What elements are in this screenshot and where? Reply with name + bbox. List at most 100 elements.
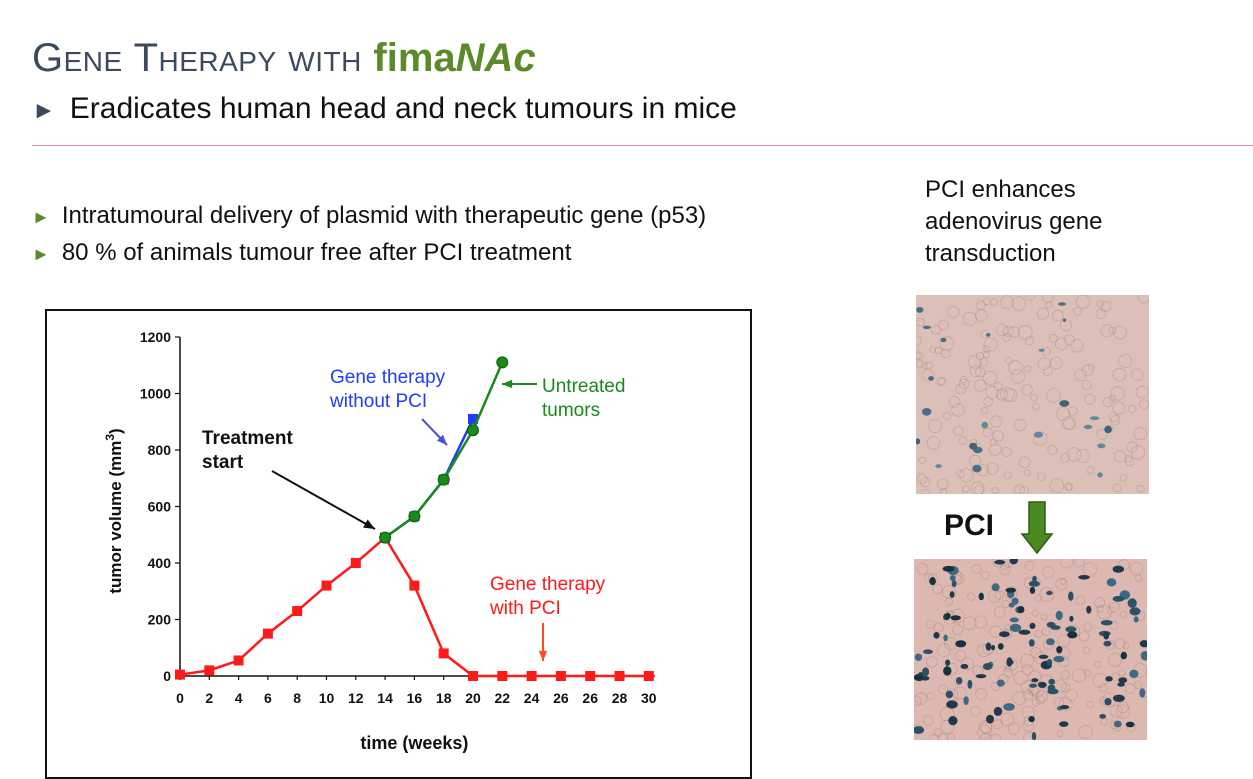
cell-outline (977, 643, 991, 658)
cell-outline (955, 650, 967, 662)
cell-outline (1087, 363, 1095, 371)
stained-cell (1046, 590, 1053, 596)
cell-outline (970, 706, 981, 717)
cell-outline (1031, 697, 1041, 707)
stained-cell (1133, 616, 1139, 623)
brand-logo: fimaNAc (373, 36, 535, 80)
annotation-arrow-head (363, 519, 375, 529)
cell-outline (1118, 669, 1126, 677)
cell-outline (962, 311, 977, 327)
cell-outline (916, 335, 922, 346)
stained-cell (929, 577, 936, 586)
cell-outline (1005, 357, 1013, 365)
stained-cell (1011, 597, 1019, 605)
cell-outline (985, 385, 999, 400)
cell-outline (1011, 296, 1027, 311)
cell-outline (970, 481, 985, 494)
data-point-circle (408, 510, 421, 523)
cell-outline (1075, 595, 1086, 606)
cell-outline (1131, 368, 1144, 381)
stained-cell (1118, 677, 1128, 684)
data-point-square (233, 655, 244, 666)
cell-outline (1002, 333, 1011, 342)
stained-cell (1139, 640, 1147, 648)
stained-cell (914, 726, 925, 734)
cell-outline (1055, 406, 1070, 421)
cell-outline (975, 300, 986, 311)
annotation-arrow-head (538, 650, 548, 661)
cell-outline (933, 728, 943, 737)
cell-outline (1134, 574, 1143, 583)
stained-cell (986, 333, 991, 337)
stained-cell (949, 575, 956, 582)
stained-cell (1104, 698, 1112, 706)
stained-cell (1048, 678, 1055, 685)
cell-outline (1075, 448, 1091, 463)
stained-cell (1113, 720, 1122, 728)
cell-outline (978, 720, 993, 734)
cell-outline (989, 733, 1001, 740)
y-tick-label: 1000 (140, 386, 171, 402)
cell-outline (920, 477, 931, 488)
cell-outline (942, 584, 957, 599)
cell-outline (1119, 474, 1127, 482)
cell-outline (1022, 689, 1034, 701)
cell-outline (1126, 441, 1138, 453)
stained-cell (942, 565, 955, 572)
cell-outline (1049, 478, 1065, 493)
stained-cell (1028, 580, 1040, 587)
cell-outline (1061, 416, 1076, 431)
stained-cell (985, 642, 992, 651)
cell-outline (918, 456, 926, 464)
cell-outline (1100, 301, 1112, 312)
cell-outline (940, 719, 955, 734)
cell-outline (1042, 365, 1053, 376)
stained-cell (916, 438, 921, 445)
stained-cell (993, 706, 1003, 716)
cell-outline (1081, 364, 1094, 377)
stained-cell (1129, 607, 1141, 616)
cell-outline (992, 719, 1003, 730)
stained-cell (1113, 694, 1125, 702)
triangle-bullet-icon: ► (32, 207, 50, 227)
side-caption-line: adenovirus gene (925, 208, 1103, 235)
cell-outline (1074, 368, 1087, 382)
x-tick-label: 12 (348, 690, 364, 706)
cell-outline (1037, 472, 1046, 482)
cell-outline (920, 488, 931, 494)
cell-outline (1114, 637, 1126, 649)
cell-outline (961, 657, 974, 671)
cell-outline (992, 430, 1004, 442)
cell-outline (980, 570, 990, 580)
cell-outline (1014, 484, 1026, 494)
cell-outline (1051, 309, 1064, 322)
cell-outline (959, 468, 974, 483)
cell-outline (1096, 299, 1104, 308)
cell-outline (940, 348, 951, 359)
stained-cell (1068, 591, 1074, 601)
cell-outline (966, 592, 976, 601)
cell-outline (1039, 587, 1055, 602)
stained-cell (949, 591, 955, 598)
stained-cell (1038, 348, 1045, 352)
slide-subtitle: ► Eradicates human head and neck tumours … (32, 92, 737, 126)
stained-cell (1139, 688, 1146, 698)
stained-cell (1028, 716, 1035, 723)
stained-cell (1009, 559, 1018, 565)
cell-outline (988, 589, 1002, 603)
stained-cell (1112, 595, 1125, 602)
cell-outline (1124, 456, 1135, 467)
cell-outline (994, 590, 1005, 600)
cell-outline (980, 721, 993, 734)
cell-outline (1056, 730, 1064, 738)
microscopy-image-before (916, 295, 1149, 494)
data-point-circle (467, 424, 479, 437)
cell-outline (991, 486, 999, 494)
annotation-text: Untreated (542, 376, 625, 397)
cell-outline (1133, 680, 1143, 690)
cell-outline (958, 436, 968, 445)
cell-outline (1058, 697, 1073, 712)
cell-outline (1045, 301, 1053, 309)
stained-cell (1103, 631, 1110, 640)
stained-cell (967, 679, 973, 689)
